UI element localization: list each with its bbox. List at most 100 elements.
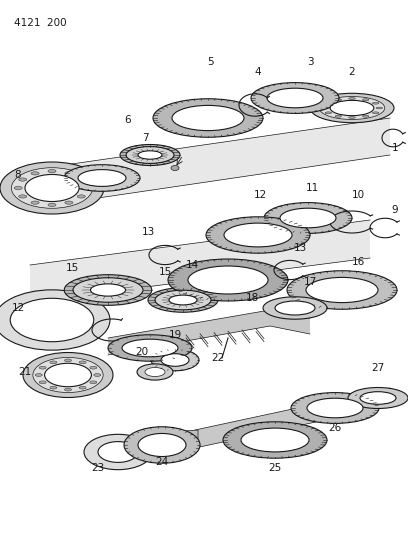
Text: 3: 3 bbox=[307, 57, 313, 67]
Text: 15: 15 bbox=[65, 263, 79, 273]
Ellipse shape bbox=[64, 274, 152, 305]
Text: 25: 25 bbox=[268, 463, 282, 473]
Ellipse shape bbox=[310, 93, 394, 123]
Ellipse shape bbox=[335, 99, 341, 101]
Ellipse shape bbox=[0, 290, 110, 350]
Ellipse shape bbox=[161, 354, 189, 366]
Text: 13: 13 bbox=[142, 227, 155, 237]
Text: 24: 24 bbox=[155, 457, 169, 467]
Text: 12: 12 bbox=[11, 303, 24, 313]
Ellipse shape bbox=[79, 386, 86, 389]
Ellipse shape bbox=[64, 359, 71, 362]
Ellipse shape bbox=[373, 102, 379, 104]
Text: 19: 19 bbox=[169, 330, 182, 340]
Text: 16: 16 bbox=[351, 257, 365, 267]
Text: 26: 26 bbox=[328, 423, 341, 433]
Ellipse shape bbox=[0, 162, 104, 214]
Polygon shape bbox=[108, 310, 310, 355]
Ellipse shape bbox=[349, 98, 355, 99]
Ellipse shape bbox=[78, 169, 126, 187]
Text: 15: 15 bbox=[158, 267, 172, 277]
Text: 9: 9 bbox=[392, 205, 398, 215]
Ellipse shape bbox=[79, 361, 86, 364]
Text: 18: 18 bbox=[245, 293, 259, 303]
Ellipse shape bbox=[14, 187, 22, 190]
Ellipse shape bbox=[64, 165, 140, 191]
Ellipse shape bbox=[31, 201, 39, 204]
Ellipse shape bbox=[362, 115, 369, 117]
Ellipse shape bbox=[264, 203, 352, 233]
Text: 17: 17 bbox=[304, 277, 317, 287]
Ellipse shape bbox=[138, 433, 186, 457]
Ellipse shape bbox=[188, 266, 268, 294]
Ellipse shape bbox=[64, 388, 71, 391]
Ellipse shape bbox=[19, 195, 27, 198]
Ellipse shape bbox=[223, 422, 327, 458]
Ellipse shape bbox=[275, 301, 315, 315]
Ellipse shape bbox=[145, 367, 165, 376]
Polygon shape bbox=[30, 118, 390, 208]
Ellipse shape bbox=[11, 168, 93, 208]
Ellipse shape bbox=[33, 358, 103, 392]
Ellipse shape bbox=[322, 107, 328, 109]
Polygon shape bbox=[30, 220, 370, 302]
Ellipse shape bbox=[10, 298, 94, 342]
Ellipse shape bbox=[94, 374, 101, 376]
Text: 22: 22 bbox=[211, 353, 225, 363]
Ellipse shape bbox=[148, 288, 218, 312]
Ellipse shape bbox=[319, 96, 385, 119]
Ellipse shape bbox=[206, 217, 310, 253]
Ellipse shape bbox=[50, 386, 57, 389]
Ellipse shape bbox=[23, 352, 113, 398]
Text: 21: 21 bbox=[18, 367, 32, 377]
Ellipse shape bbox=[325, 112, 332, 114]
Ellipse shape bbox=[376, 107, 383, 109]
Text: 5: 5 bbox=[207, 57, 213, 67]
Text: 12: 12 bbox=[253, 190, 266, 200]
Ellipse shape bbox=[325, 102, 332, 104]
Ellipse shape bbox=[137, 364, 173, 380]
Ellipse shape bbox=[171, 166, 179, 171]
Ellipse shape bbox=[19, 178, 27, 181]
Ellipse shape bbox=[84, 434, 152, 470]
Ellipse shape bbox=[73, 278, 143, 302]
Ellipse shape bbox=[360, 392, 396, 405]
Text: 1: 1 bbox=[392, 143, 398, 153]
Text: 10: 10 bbox=[351, 190, 365, 200]
Text: 4: 4 bbox=[255, 67, 261, 77]
Ellipse shape bbox=[25, 174, 79, 201]
Ellipse shape bbox=[124, 427, 200, 463]
Ellipse shape bbox=[108, 335, 192, 361]
Polygon shape bbox=[135, 430, 198, 452]
Polygon shape bbox=[195, 388, 390, 448]
Ellipse shape bbox=[330, 100, 374, 116]
Ellipse shape bbox=[122, 339, 178, 357]
Ellipse shape bbox=[153, 99, 263, 138]
Ellipse shape bbox=[287, 271, 397, 309]
Ellipse shape bbox=[280, 208, 336, 228]
Ellipse shape bbox=[138, 151, 162, 159]
Ellipse shape bbox=[48, 203, 56, 206]
Ellipse shape bbox=[50, 361, 57, 364]
Ellipse shape bbox=[172, 106, 244, 131]
Text: 11: 11 bbox=[305, 183, 319, 193]
Ellipse shape bbox=[77, 195, 85, 198]
Text: 23: 23 bbox=[91, 463, 104, 473]
Ellipse shape bbox=[77, 178, 85, 181]
Ellipse shape bbox=[307, 398, 363, 418]
Ellipse shape bbox=[65, 201, 73, 204]
Text: 13: 13 bbox=[293, 243, 307, 253]
Ellipse shape bbox=[168, 259, 288, 301]
Ellipse shape bbox=[251, 83, 339, 114]
Ellipse shape bbox=[267, 88, 323, 108]
Ellipse shape bbox=[82, 187, 90, 190]
Text: 4121  200: 4121 200 bbox=[14, 18, 67, 28]
Text: 2: 2 bbox=[349, 67, 355, 77]
Ellipse shape bbox=[98, 442, 138, 463]
Ellipse shape bbox=[44, 364, 91, 387]
Text: 14: 14 bbox=[185, 260, 199, 270]
Ellipse shape bbox=[35, 374, 42, 376]
Ellipse shape bbox=[291, 393, 379, 423]
Ellipse shape bbox=[155, 290, 211, 310]
Ellipse shape bbox=[241, 428, 309, 452]
